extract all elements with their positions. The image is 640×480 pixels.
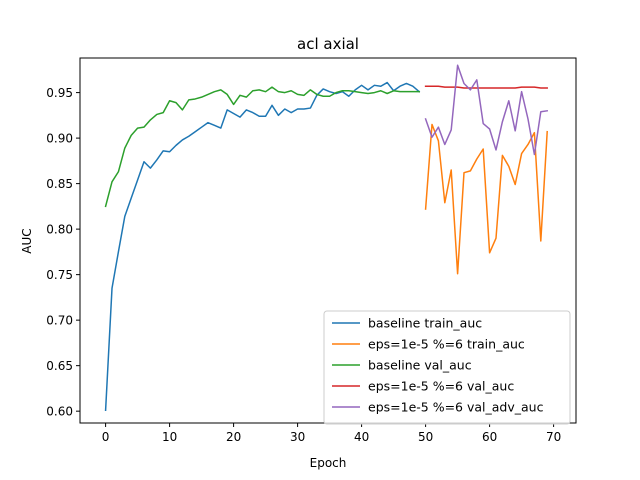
legend-entry: baseline train_auc — [332, 316, 482, 331]
y-tick-label: 0.60 — [46, 405, 73, 419]
x-tick-label: 0 — [102, 430, 110, 444]
x-tick-label: 50 — [418, 430, 433, 444]
legend-box — [323, 310, 571, 425]
x-axis-label: Epoch — [310, 456, 347, 470]
y-axis-label: AUC — [20, 228, 34, 253]
legend-entry: eps=1e-5 %=6 val_auc — [332, 379, 514, 394]
y-tick-label: 0.65 — [46, 359, 73, 373]
y-axis-ticks: 0.60 0.65 0.70 0.75 0.80 0.85 0.90 0.95 — [46, 86, 80, 419]
y-tick-label: 0.75 — [46, 268, 73, 282]
series-line-eps-1e-5-6-train-auc — [424, 123, 548, 275]
legend-entry: eps=1e-5 %=6 val_adv_auc — [332, 400, 544, 415]
x-tick-label: 20 — [226, 430, 241, 444]
legend-label: eps=1e-5 %=6 val_auc — [368, 379, 514, 394]
series-line-baseline-val-auc — [104, 86, 420, 208]
legend-entry: baseline val_auc — [332, 358, 472, 373]
chart-title: acl axial — [297, 35, 359, 53]
x-tick-label: 60 — [482, 430, 497, 444]
y-tick-label: 0.95 — [46, 86, 73, 100]
legend-label: baseline val_auc — [368, 358, 472, 373]
x-tick-label: 30 — [290, 430, 305, 444]
y-tick-label: 0.85 — [46, 177, 73, 191]
legend-label: baseline train_auc — [368, 316, 482, 331]
legend-entry: eps=1e-5 %=6 train_auc — [332, 337, 525, 352]
series-line-eps-1e-5-6-val-auc — [424, 85, 548, 89]
y-tick-label: 0.80 — [46, 223, 73, 237]
series-line-eps-1e-5-6-val-adv-auc — [424, 64, 549, 156]
y-tick-label: 0.70 — [46, 314, 73, 328]
x-tick-label: 70 — [546, 430, 561, 444]
x-tick-label: 40 — [354, 430, 369, 444]
series-line-baseline-train-auc — [104, 81, 421, 412]
plot-lines — [104, 64, 549, 412]
x-tick-label: 10 — [162, 430, 177, 444]
x-axis-ticks: 0 10 20 30 40 50 60 70 — [102, 423, 561, 444]
legend: baseline train_auc eps=1e-5 %=6 train_auc… — [323, 310, 571, 425]
y-tick-label: 0.90 — [46, 132, 73, 146]
legend-label: eps=1e-5 %=6 train_auc — [368, 337, 525, 352]
legend-label: eps=1e-5 %=6 val_adv_auc — [368, 400, 544, 415]
